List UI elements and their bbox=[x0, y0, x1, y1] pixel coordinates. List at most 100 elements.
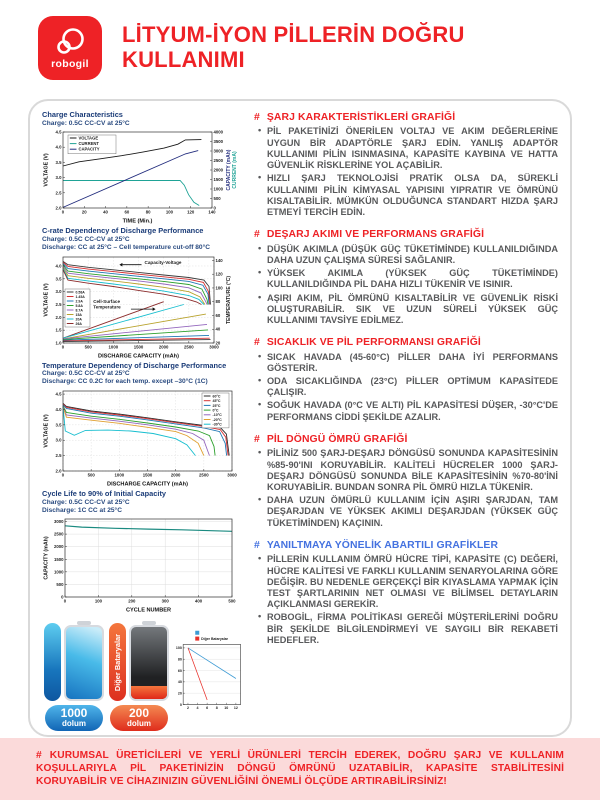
section-3: # PİL DÖNGÜ ÖMRÜ GRAFİĞİ PİLİNİZ 500 ŞARJ-… bbox=[254, 434, 558, 529]
svg-text:4.0: 4.0 bbox=[56, 263, 63, 268]
svg-text:0.58A: 0.58A bbox=[76, 290, 86, 294]
bullet-item: SOĞUK HAVADA (0°C VE ALTI) PİL KAPASİTES… bbox=[258, 399, 558, 422]
svg-text:Diğer Bataryalar: Diğer Bataryalar bbox=[201, 637, 229, 641]
svg-text:4.5: 4.5 bbox=[56, 392, 63, 397]
red-ribbon-label: Diğer Bataryalar bbox=[109, 623, 126, 702]
svg-text:-10°C: -10°C bbox=[213, 413, 223, 417]
svg-text:500: 500 bbox=[56, 582, 64, 587]
svg-text:0: 0 bbox=[180, 703, 182, 707]
svg-text:5.8A: 5.8A bbox=[76, 304, 84, 308]
footer-hash: # bbox=[36, 750, 42, 761]
svg-text:-20°C: -20°C bbox=[213, 418, 223, 422]
heading-label: PİL DÖNGÜ ÖMRÜ GRAFİĞİ bbox=[266, 433, 408, 445]
svg-text:CAPACITY (mAh): CAPACITY (mAh) bbox=[226, 150, 232, 191]
chart-title: Charge Characteristics bbox=[42, 110, 123, 119]
heading-hash: # bbox=[254, 337, 260, 349]
svg-text:0: 0 bbox=[214, 206, 217, 211]
svg-text:1000: 1000 bbox=[54, 570, 64, 575]
chart-title: Temperature Dependency of Discharge Perf… bbox=[42, 360, 227, 370]
svg-text:20: 20 bbox=[216, 340, 221, 345]
svg-text:0: 0 bbox=[61, 595, 64, 600]
heading-label: ŞARJ KARAKTERİSTİKLERİ GRAFİĞİ bbox=[266, 112, 456, 123]
chart-subtitle: Discharge: 1C CC at 25°C bbox=[42, 506, 122, 514]
chart-block-3: Cycle Life to 90% of Initial Capacity Cha… bbox=[42, 489, 244, 614]
svg-text:140: 140 bbox=[216, 258, 224, 263]
svg-text:TEMPERATURE (°C): TEMPERATURE (°C) bbox=[226, 275, 232, 323]
chart-plot: 0 500 1000 1500 2000 2500 3000 2.0 2.5 3.0 3.5 4.0 4… bbox=[44, 390, 237, 487]
svg-text:100: 100 bbox=[166, 210, 174, 215]
svg-text:3000: 3000 bbox=[209, 344, 219, 349]
svg-text:1.45A: 1.45A bbox=[76, 295, 86, 299]
robogil-logo: robogil bbox=[38, 16, 102, 80]
cycles-value: 1000 bbox=[60, 706, 88, 721]
svg-text:120: 120 bbox=[187, 210, 195, 215]
svg-text:Cell-Surface: Cell-Surface bbox=[93, 299, 120, 304]
full-battery-icon bbox=[64, 621, 104, 702]
section-4: # YANILTMAYA YÖNELİK ABARTILI GRAFİKLER Pİ… bbox=[254, 540, 558, 646]
chart-block-1: C-rate Dependency of Discharge Performan… bbox=[42, 227, 244, 359]
svg-text:0: 0 bbox=[62, 210, 65, 215]
section-heading: # PİL DÖNGÜ ÖMRÜ GRAFİĞİ bbox=[254, 434, 558, 445]
page-title: LİTYUM-İYON PİLLERİN DOĞRU KULLANIMI bbox=[122, 22, 465, 72]
svg-text:60: 60 bbox=[178, 669, 182, 673]
svg-text:500: 500 bbox=[228, 599, 236, 604]
svg-text:2500: 2500 bbox=[199, 473, 209, 478]
svg-text:0: 0 bbox=[62, 344, 65, 349]
robogil-logo-icon bbox=[57, 27, 84, 54]
svg-text:40: 40 bbox=[178, 681, 182, 685]
section-2: # SICAKLIK VE PİL PERFORMANSI GRAFİĞİ SICA… bbox=[254, 337, 558, 423]
svg-text:3500: 3500 bbox=[214, 139, 224, 144]
svg-text:80: 80 bbox=[178, 658, 182, 662]
svg-text:12: 12 bbox=[234, 706, 238, 710]
svg-text:2.0: 2.0 bbox=[56, 315, 63, 320]
svg-text:VOLTAGE (V): VOLTAGE (V) bbox=[44, 283, 50, 317]
svg-text:100: 100 bbox=[95, 599, 103, 604]
svg-text:45°C: 45°C bbox=[213, 399, 221, 403]
svg-text:4: 4 bbox=[197, 706, 199, 710]
section-heading: # ŞARJ KARAKTERİSTİKLERİ GRAFİĞİ bbox=[254, 112, 558, 123]
svg-text:-30°C: -30°C bbox=[213, 423, 223, 427]
chart-title: Cycle Life to 90% of Initial Capacity bbox=[42, 489, 167, 499]
svg-text:1500: 1500 bbox=[214, 177, 224, 182]
svg-text:2500: 2500 bbox=[184, 344, 194, 349]
section-heading: # DEŞARJ AKIMI VE PERFORMANS GRAFİĞİ bbox=[254, 229, 558, 240]
battery-comparison-chart: 2 4 6 8 10 12 0 20 40 60 80 100 Diğer Bataryalar bbox=[176, 631, 241, 710]
bullet-item: PİLİNİZ 500 ŞARJ-DEŞARJ DÖNGÜSÜ SONUNDA … bbox=[258, 447, 558, 493]
cycles-badge-other: 200 dolum bbox=[110, 705, 168, 732]
footer-banner: # KURUMSAL ÜRETİCİLERİ VE YERLİ ÜRÜNLERİ … bbox=[0, 738, 600, 800]
chart-plot: 0 500 1000 1500 2000 2500 3000 1.0 1.5 2.0 2.5 3.0 3… bbox=[44, 256, 232, 359]
svg-text:25°C: 25°C bbox=[213, 404, 221, 408]
bullet-item: ROBOGİL, FİRMA POLİTİKASI GEREĞİ MÜŞTERİ… bbox=[258, 611, 558, 646]
text-column: # ŞARJ KARAKTERİSTİKLERİ GRAFİĞİ PİL PAKET… bbox=[254, 111, 558, 729]
ribbon-text: Diğer Bataryalar bbox=[113, 633, 122, 691]
empty-battery-icon bbox=[129, 621, 169, 702]
chart-block-0: Charge Characteristics Charge: 0.5C CC-CV… bbox=[42, 110, 244, 225]
heading-hash: # bbox=[254, 229, 260, 241]
svg-text:2000: 2000 bbox=[159, 344, 169, 349]
svg-text:500: 500 bbox=[88, 473, 96, 478]
svg-text:0: 0 bbox=[64, 599, 67, 604]
svg-text:1000: 1000 bbox=[109, 344, 119, 349]
svg-text:2000: 2000 bbox=[54, 545, 64, 550]
chart-block-2: Temperature Dependency of Discharge Perf… bbox=[42, 360, 244, 487]
svg-text:0: 0 bbox=[62, 473, 65, 478]
svg-text:2000: 2000 bbox=[171, 473, 181, 478]
svg-text:VOLTAGE: VOLTAGE bbox=[79, 136, 99, 141]
svg-text:Capacity-Voltage: Capacity-Voltage bbox=[145, 260, 182, 265]
svg-text:2500: 2500 bbox=[54, 532, 64, 537]
svg-text:140: 140 bbox=[208, 210, 216, 215]
svg-text:500: 500 bbox=[85, 344, 93, 349]
svg-text:2.5: 2.5 bbox=[56, 453, 63, 458]
bullet-item: AŞIRI AKIM, PİL ÖMRÜNÜ KISALTABİLİR VE G… bbox=[258, 292, 558, 327]
svg-text:4.0: 4.0 bbox=[56, 145, 63, 150]
svg-text:2.0: 2.0 bbox=[56, 206, 63, 211]
svg-text:8: 8 bbox=[216, 706, 218, 710]
svg-text:80: 80 bbox=[216, 299, 221, 304]
svg-text:3.5: 3.5 bbox=[56, 276, 63, 281]
svg-text:4.0: 4.0 bbox=[56, 407, 63, 412]
chart-plot: 0 20 40 60 80 100 120 140 2.0 2.5 3.0 3.5 4.0 4.5 0 500… bbox=[44, 130, 239, 225]
cycles-unit: dolum bbox=[127, 719, 151, 728]
svg-text:3.5: 3.5 bbox=[56, 160, 63, 165]
cycles-badge-robogil: 1000 dolum bbox=[45, 705, 103, 732]
svg-text:1000: 1000 bbox=[214, 187, 224, 192]
